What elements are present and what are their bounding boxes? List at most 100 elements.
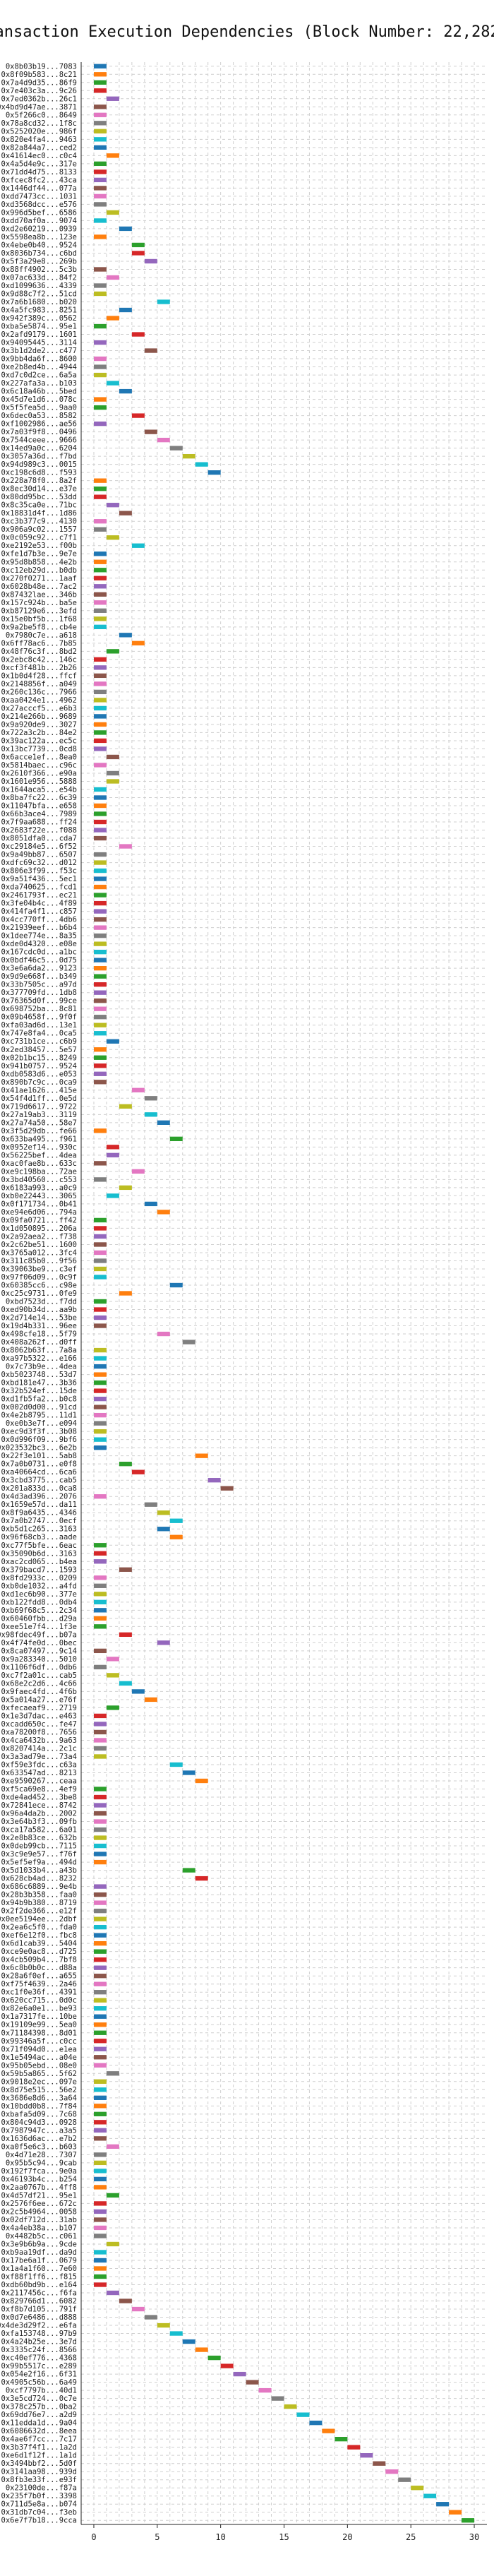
tx-bar (360, 2453, 373, 2458)
tx-label: 0x3765a012...3fc4 (1, 1248, 77, 1257)
tx-bar (169, 1136, 183, 1142)
tx-label: 0x4a4eb38a...b107 (1, 2224, 77, 2232)
tx-bar (119, 1104, 132, 1109)
tx-label: 0x5f5fea5d...9aa0 (1, 404, 77, 412)
tx-bar (106, 153, 119, 158)
tx-label: 0x21939eef...b6b4 (1, 924, 77, 932)
tx-bar (93, 2030, 107, 2035)
tx-label: 0x3c9e9e57...f76f (1, 1850, 77, 1859)
tx-label: 0x22f3e101...5ab8 (1, 1452, 77, 1460)
tx-label: 0x0952ef14...930c (1, 1143, 77, 1152)
tx-label: 0x3e64b3f3...09fb (1, 1818, 77, 1826)
tx-label: 0x9a49bb87...6507 (1, 851, 77, 859)
tx-bar (144, 1096, 157, 1101)
tx-bar (93, 982, 107, 987)
grid-lines (81, 62, 487, 2524)
tx-label: 0x4ca6432b...9a63 (1, 1736, 77, 1745)
tx-label: 0x3fe04b4c...4f89 (1, 900, 77, 908)
tx-label: 0x56225bef...4dea (1, 1151, 77, 1159)
tx-label: 0xcf3f481b...2b26 (1, 664, 77, 672)
tx-bar (131, 1169, 145, 1174)
tx-bar (93, 1445, 107, 1450)
tx-bar (93, 478, 107, 483)
tx-label: 0xb122fdd8...0db4 (1, 1598, 77, 1606)
tx-label: 0x0deb99cb...7115 (1, 1842, 77, 1851)
tx-label: 0x9a283340...5010 (1, 1655, 77, 1664)
tx-label: 0x48f76c3f...8bd2 (1, 648, 77, 656)
tx-bar (93, 2225, 107, 2231)
tx-label: 0x1644aca5...e54b (1, 785, 77, 794)
tx-label: 0x94b9b380...8719 (1, 1899, 77, 1907)
tx-label: 0x41614ec0...c0c4 (1, 152, 77, 160)
tx-bar (93, 1916, 107, 1921)
tx-bar (93, 1559, 107, 1564)
tx-bar (144, 258, 157, 264)
tx-bar (93, 1405, 107, 1409)
tx-label: 0x94095445...3114 (1, 339, 77, 347)
tx-label: 0x7544ceee...9666 (1, 436, 77, 445)
tx-label: 0x0d7e6486...d888 (1, 2313, 77, 2322)
tx-label: 0x2f2de366...e12f (1, 1907, 77, 1916)
tx-bar (462, 2518, 475, 2523)
tx-label: 0x8036b734...c6bd (1, 249, 77, 258)
tx-label: 0xc25c9731...0fe9 (1, 1289, 77, 1298)
tx-label: 0x59b5a865...5f62 (1, 2070, 77, 2078)
tx-bar (93, 2014, 107, 2019)
tx-label: 0xbd7523d...f7dd (6, 1298, 77, 1306)
tx-bar (93, 2217, 107, 2222)
tx-label: 0x806e3f99...f53c (1, 867, 77, 876)
tx-label: 0xe9c198ba...72ae (1, 1167, 77, 1176)
tx-bar (93, 1429, 107, 1434)
tx-bar (106, 2193, 119, 2198)
tx-label: 0x2aa0767b...4ff8 (1, 2183, 77, 2192)
tx-label: 0x9d88c7f2...51cd (1, 290, 77, 298)
x-tick-label: 30 (469, 2532, 479, 2542)
tx-bar (93, 80, 107, 85)
tx-label: 0x4482b5c...c061 (6, 2232, 77, 2241)
tx-label: 0x7a6b1680...b020 (1, 298, 77, 306)
tx-label: 0x71dd4d75...8133 (1, 168, 77, 177)
tx-bar (106, 1705, 119, 1710)
tx-bar (106, 1145, 119, 1150)
tx-bar (296, 2412, 310, 2417)
tx-bar (93, 673, 107, 679)
tx-bar (93, 852, 107, 857)
tx-bar (93, 1372, 107, 1377)
tx-bar (119, 307, 132, 313)
tx-bar (144, 2315, 157, 2320)
tx-bar (93, 974, 107, 979)
tx-bar (93, 1794, 107, 1800)
tx-label: 0x023532bc3...6e2b (0, 1444, 77, 1453)
tx-bar (93, 584, 107, 589)
tx-label: 0x0ee5194ee...2dbf (0, 1915, 77, 1924)
tx-bar (93, 2046, 107, 2051)
tx-bar (93, 795, 107, 800)
tx-label: 0x4ebe0b40...9524 (1, 241, 77, 249)
tx-bar (195, 1453, 208, 1458)
tx-label: 0x32b524ef...15de (1, 1387, 77, 1395)
tx-label: 0x2e8b83ce...632b (1, 1834, 77, 1842)
tx-label: 0x39ac122a...ec5c (1, 737, 77, 745)
tx-label: 0xf59e3fdc...c63a (1, 1760, 77, 1769)
tx-label: 0x60460fbb...d29a (1, 1614, 77, 1623)
tx-label: 0x942f389c...0562 (1, 314, 77, 323)
tx-label: 0x1a7317fe...10be (1, 2012, 77, 2021)
tx-bar (106, 2290, 119, 2296)
tx-label: 0x17be6a1f...0679 (1, 2256, 77, 2265)
tx-label: 0x9d9e668f...b349 (1, 972, 77, 981)
tx-label: 0x76365d0f...99ce (1, 997, 77, 1006)
tx-bar (93, 1161, 107, 1166)
tx-bar (93, 2136, 107, 2141)
tx-label: 0xa97b5322...e166 (1, 1354, 77, 1363)
tx-bar (93, 2282, 107, 2287)
tx-label: 0x95d8b858...4e2b (1, 558, 77, 566)
tx-label: 0x4f74fe0d...0bec (1, 1639, 77, 1647)
tx-bar (93, 551, 107, 556)
tx-bar (93, 1608, 107, 1613)
tx-label: 0x39063be9...c3ef (1, 1265, 77, 1273)
tx-label: 0xe2192e53...f00b (1, 542, 77, 550)
tx-label: 0x686c6889...9e4b (1, 1883, 77, 1891)
tx-bar (93, 2128, 107, 2133)
tx-label: 0x8051dfa0...cda7 (1, 835, 77, 843)
tx-bar (373, 2461, 386, 2466)
